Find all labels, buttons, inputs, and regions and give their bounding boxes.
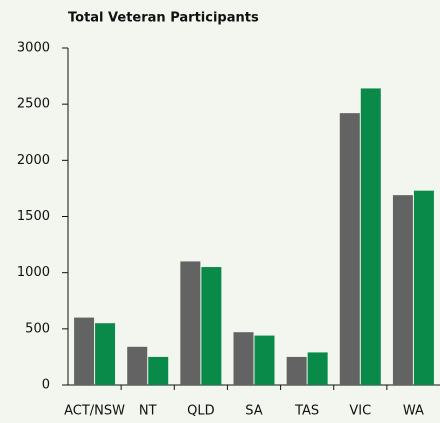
x-tick-label: WA bbox=[403, 404, 424, 419]
bar bbox=[74, 317, 95, 385]
y-tick-label: 1000 bbox=[17, 265, 50, 280]
bar bbox=[307, 352, 328, 385]
y-tick-label: 500 bbox=[25, 321, 50, 336]
bar bbox=[286, 356, 307, 385]
bar bbox=[95, 323, 116, 385]
bar bbox=[254, 335, 275, 385]
y-tick-label: 0 bbox=[42, 378, 50, 393]
bar bbox=[127, 346, 148, 385]
bar bbox=[413, 190, 434, 385]
y-tick-label: 2500 bbox=[17, 97, 50, 112]
x-tick-label: QLD bbox=[187, 404, 215, 419]
bar bbox=[233, 332, 254, 385]
x-tick-label: SA bbox=[245, 404, 262, 419]
x-tick-label: NT bbox=[139, 404, 157, 419]
x-tick-label: VIC bbox=[349, 404, 371, 419]
y-tick-label: 3000 bbox=[17, 41, 50, 56]
bar bbox=[201, 267, 222, 385]
y-tick-label: 1500 bbox=[17, 209, 50, 224]
x-tick-label: TAS bbox=[294, 404, 319, 419]
bar bbox=[180, 261, 201, 385]
chart-title: Total Veteran Participants bbox=[68, 11, 259, 26]
x-tick-label: ACT/NSW bbox=[64, 404, 125, 419]
bar bbox=[148, 356, 169, 385]
bar bbox=[392, 195, 413, 385]
bar bbox=[360, 88, 381, 385]
y-tick-label: 2000 bbox=[17, 153, 50, 168]
bar bbox=[339, 113, 360, 386]
